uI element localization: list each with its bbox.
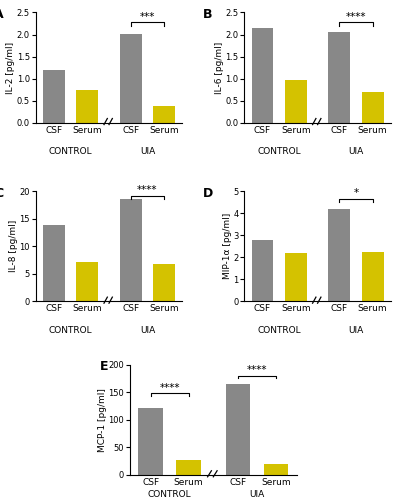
Bar [153,106,175,123]
Y-axis label: IL-8 [pg/ml]: IL-8 [pg/ml] [9,220,18,272]
Bar [285,253,307,302]
Bar [252,240,273,302]
Text: A: A [0,8,4,21]
Text: CONTROL: CONTROL [49,147,92,156]
Y-axis label: MCP-1 [pg/ml]: MCP-1 [pg/ml] [98,388,107,452]
Text: *: * [354,188,359,198]
Bar [329,209,350,302]
Text: UIA: UIA [348,326,364,334]
Text: E: E [100,360,108,374]
Text: B: B [203,8,213,21]
Text: ****: **** [137,185,158,195]
Text: ***: *** [140,12,155,22]
Y-axis label: IL-6 [pg/ml]: IL-6 [pg/ml] [215,42,224,94]
Text: D: D [203,186,213,200]
Text: C: C [0,186,4,200]
Text: UIA: UIA [140,147,155,156]
Bar [77,262,98,302]
Bar [329,32,350,123]
Bar [362,92,384,123]
Text: CONTROL: CONTROL [49,326,92,334]
Text: CONTROL: CONTROL [258,147,301,156]
Bar [153,264,175,302]
Bar [285,80,307,123]
Text: UIA: UIA [140,326,155,334]
Bar [138,408,163,475]
Text: ****: **** [247,366,267,376]
Y-axis label: MIP-1α [pg/ml]: MIP-1α [pg/ml] [223,213,232,280]
Bar [252,28,273,123]
Bar [362,252,384,302]
Bar [263,464,288,475]
Text: ****: **** [346,12,366,22]
Bar [120,200,141,302]
Y-axis label: IL-2 [pg/ml]: IL-2 [pg/ml] [6,42,15,94]
Text: ****: **** [159,383,180,393]
Text: CONTROL: CONTROL [148,490,192,500]
Bar [77,90,98,123]
Bar [176,460,201,475]
Text: CONTROL: CONTROL [258,326,301,334]
Bar [120,34,141,123]
Bar [226,384,250,475]
Bar [43,226,65,302]
Text: UIA: UIA [249,490,265,500]
Text: UIA: UIA [348,147,364,156]
Bar [43,70,65,123]
